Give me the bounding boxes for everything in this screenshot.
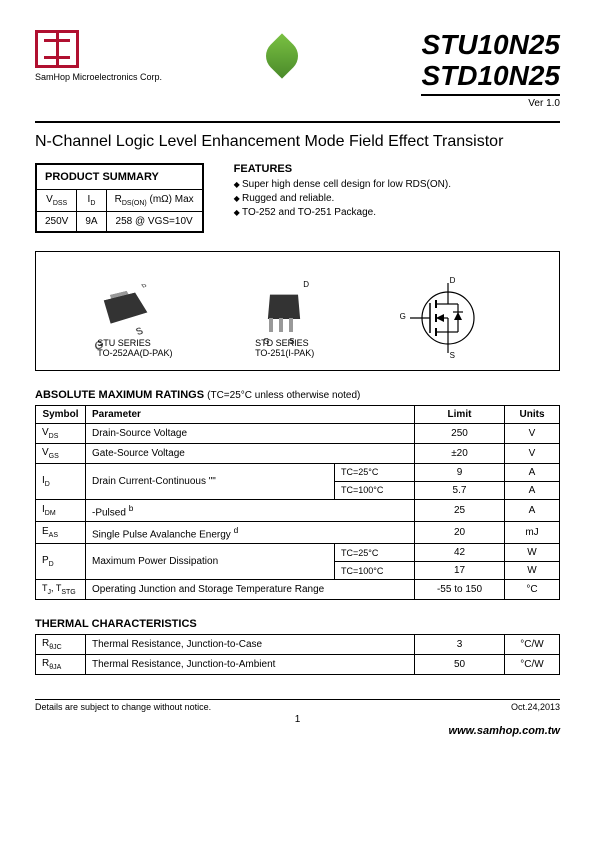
date: Oct.24,2013 xyxy=(511,702,560,712)
leaf-wrap xyxy=(266,30,318,72)
absmax-table: Symbol Parameter Limit Units VDS Drain-S… xyxy=(35,405,560,600)
absmax-title-text: ABSOLUTE MAXIMUM RATINGS xyxy=(35,389,204,401)
logo-icon xyxy=(35,30,79,68)
table-row: EAS Single Pulse Avalanche Energy d 20 m… xyxy=(36,521,560,543)
th-limit: Limit xyxy=(415,405,505,423)
pkg1-label2: TO-252AA(D-PAK) xyxy=(97,348,172,358)
table-row: RθJA Thermal Resistance, Junction-to-Amb… xyxy=(36,655,560,675)
table-row: RθJC Thermal Resistance, Junction-to-Cas… xyxy=(36,635,560,655)
pkg1-label1: STU SERIES xyxy=(97,338,172,348)
table-row: PD Maximum Power Dissipation TC=25°C 42 … xyxy=(36,544,560,562)
table-row: ID Drain Current-Continuous "" TC=25°C 9… xyxy=(36,463,560,481)
pin-d: D xyxy=(303,280,309,289)
pkg2-label2: TO-251(I-PAK) xyxy=(255,348,315,358)
row1: PRODUCT SUMMARY VDSS ID RDS(ON) (mΩ) Max… xyxy=(35,163,560,233)
sym-s: S xyxy=(450,351,455,360)
pkg-stu: D G S STU SERIES TO-252AA(D-PAK) xyxy=(97,282,172,358)
summary-val-id: 9A xyxy=(77,211,106,232)
absmax-title: ABSOLUTE MAXIMUM RATINGS (TC=25°C unless… xyxy=(35,389,560,401)
dpak-icon: D G S xyxy=(93,285,167,339)
features-title: FEATURES xyxy=(234,163,451,175)
packages-box: D G S STU SERIES TO-252AA(D-PAK) D G S S… xyxy=(35,251,560,371)
th-symbol: Symbol xyxy=(36,405,86,423)
summary-val-vdss: 250V xyxy=(36,211,77,232)
pin-d: D xyxy=(141,283,149,288)
footer-divider xyxy=(35,699,560,700)
summary-table: PRODUCT SUMMARY VDSS ID RDS(ON) (mΩ) Max… xyxy=(35,163,204,233)
sym-g: G xyxy=(400,312,406,321)
divider xyxy=(35,121,560,123)
feature-item: TO-252 and TO-251 Package. xyxy=(234,207,451,218)
part-number-2: STD10N25 xyxy=(421,61,560,92)
absmax-note: (TC=25°C unless otherwise noted) xyxy=(207,390,360,401)
leaf-icon xyxy=(259,33,304,78)
thermal-table: RθJC Thermal Resistance, Junction-to-Cas… xyxy=(35,634,560,675)
features: FEATURES Super high dense cell design fo… xyxy=(234,163,451,233)
header: SamHop Microelectronics Corp. STU10N25 S… xyxy=(35,30,560,117)
pin-s: S xyxy=(289,337,294,346)
ipak-icon: D G S xyxy=(255,282,315,332)
mosfet-symbol: D G S xyxy=(398,278,498,358)
feature-item: Super high dense cell design for low RDS… xyxy=(234,179,451,190)
summary-title: PRODUCT SUMMARY xyxy=(36,164,203,190)
logo-block: SamHop Microelectronics Corp. xyxy=(35,30,162,82)
summary-hdr-vdss: VDSS xyxy=(36,189,77,211)
disclaimer: Details are subject to change without no… xyxy=(35,702,211,712)
titles: STU10N25 STD10N25 Ver 1.0 xyxy=(421,30,560,109)
pin-g: G xyxy=(263,337,269,346)
sym-d: D xyxy=(450,276,456,285)
footer-url: www.samhop.com.tw xyxy=(35,725,560,737)
page-number: 1 xyxy=(35,714,560,725)
table-row: TJ, TSTG Operating Junction and Storage … xyxy=(36,580,560,600)
table-row: VDS Drain-Source Voltage 250 V xyxy=(36,423,560,443)
footer: Details are subject to change without no… xyxy=(35,702,560,712)
version: Ver 1.0 xyxy=(421,94,560,109)
table-row: IDM -Pulsed b 25 A xyxy=(36,499,560,521)
pkg-std: D G S STD SERIES TO-251(I-PAK) xyxy=(255,282,315,358)
summary-hdr-id: ID xyxy=(77,189,106,211)
summary-hdr-rdson: RDS(ON) (mΩ) Max xyxy=(106,189,203,211)
part-number-1: STU10N25 xyxy=(421,30,560,61)
summary-val-rdson: 258 @ VGS=10V xyxy=(106,211,203,232)
feature-item: Rugged and reliable. xyxy=(234,193,451,204)
subtitle: N-Channel Logic Level Enhancement Mode F… xyxy=(35,133,560,151)
pin-s: S xyxy=(135,326,145,337)
corp-name: SamHop Microelectronics Corp. xyxy=(35,72,162,82)
th-units: Units xyxy=(505,405,560,423)
th-param: Parameter xyxy=(86,405,415,423)
thermal-title: THERMAL CHARACTERISTICS xyxy=(35,618,560,630)
table-row: VGS Gate-Source Voltage ±20 V xyxy=(36,443,560,463)
